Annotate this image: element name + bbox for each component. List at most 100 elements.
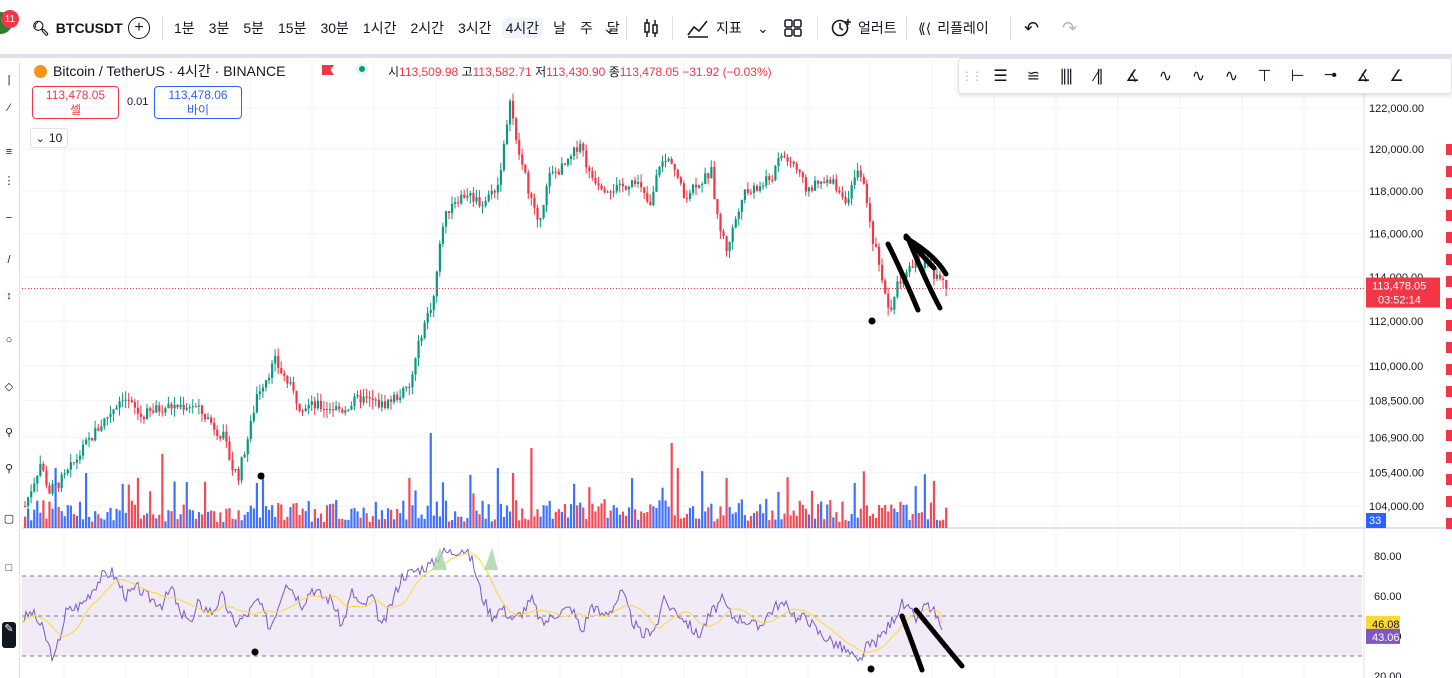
indicators-button[interactable]: 지표 [686,14,742,42]
candle-body [69,462,72,470]
volume-bar [435,501,438,528]
symbol-search[interactable]: 🔍︎ BTCUSDT [32,14,123,42]
horizontal-lines-icon[interactable]: ☰ [993,68,1007,85]
candle-body [24,506,27,507]
elliott-wave-icon[interactable]: ∿ [1158,68,1172,85]
volume-bar [804,508,807,528]
indicators-dropdown[interactable]: ⌄ [757,14,769,42]
interval-option[interactable]: 3시간 [458,20,492,36]
settings-icon[interactable]: □ [5,562,13,574]
price-range-icon[interactable]: ⊤ [1257,68,1272,85]
object-tree-icon[interactable]: ✎ [2,622,16,648]
volume-length-select[interactable]: ⌄ 10 [30,128,68,148]
date-range-icon[interactable]: ⊢ [1290,68,1305,85]
chart-legend[interactable]: Bitcoin / TetherUS · 4시간 · BINANCE [34,62,285,80]
undo-icon[interactable]: ↶ [1024,17,1040,38]
price-axis-label: 112,000.00 [1369,316,1423,328]
bar-type-icon [644,19,658,37]
measure-icon[interactable]: ↕ [6,290,12,302]
xabcd-pattern-icon[interactable]: ∿ [1224,68,1238,85]
interval-option[interactable]: 15분 [278,20,307,36]
volume-bar [127,484,130,528]
pitchfork-icon[interactable]: ∥∥ [1059,68,1074,85]
trend-line-icon[interactable]: ⁄ [8,102,10,114]
sell-price: 113,478.05 [45,87,106,102]
volume-bar [103,519,106,528]
redo-icon[interactable]: ↷ [1062,17,1078,38]
abcd-pattern-icon[interactable]: ∿ [1191,68,1205,85]
volume-bar [545,505,548,528]
interval-option[interactable]: 30분 [320,20,349,36]
interval-option[interactable]: 4시간 [501,18,544,38]
zoom-icon[interactable]: ○ [5,334,13,346]
interval-option[interactable]: 2시간 [410,20,445,36]
volume-bar [945,507,948,528]
close-value: 113,478.05 [619,65,679,79]
volume-bar [124,512,127,528]
lock-icon[interactable]: ⚲ [4,427,14,439]
candle-body [777,157,780,167]
candle-body [817,180,820,184]
layout-button[interactable] [783,14,803,42]
candle-body [441,226,445,244]
candle-body [78,455,82,460]
trash-icon[interactable]: ▢ [3,513,15,525]
candle-body [66,469,69,474]
candle-body [225,431,228,442]
interval-option[interactable]: 3분 [208,20,230,36]
candle-body [164,408,167,413]
candle-body [527,172,530,194]
candle-body [853,177,856,186]
volume-bar [225,508,228,528]
bar-type-button[interactable] [640,14,662,42]
candle-body [627,186,631,190]
volume-bar [316,518,319,528]
fib-fan-icon[interactable]: ∡ [1125,68,1139,85]
interval-option[interactable]: 1분 [174,20,195,36]
volume-bar [60,511,63,528]
candle-body [762,185,765,187]
crosshair-icon[interactable]: | [7,74,11,86]
volume-bar [679,518,682,528]
alert-button[interactable]: 얼러트 [830,14,897,42]
schiff-pitchfork-icon[interactable]: ⁄∥ [1095,68,1104,85]
candle-body [658,166,661,176]
hide-icon[interactable]: ⚲ [4,463,14,475]
volume-bar [112,520,115,528]
parallel-channel-icon[interactable]: ≌ [1026,68,1040,85]
fib-icon[interactable]: ≡ [5,146,13,158]
flag-icon[interactable] [322,65,334,75]
interval-option[interactable]: 달 [606,20,620,36]
text-icon[interactable]: / [7,254,11,266]
candle-body [295,390,298,404]
buy-button[interactable]: 113,478.06 바이 [154,86,242,119]
divider [162,16,163,40]
interval-option[interactable]: 날 [553,20,566,36]
price-axis-label: 118,000.00 [1369,186,1423,198]
candle-body [335,406,338,411]
drag-handle-icon[interactable]: ⋮⋮ [961,69,983,83]
hand-drawn-annotations [885,233,965,673]
magnet-icon[interactable]: ◇ [4,381,14,393]
interval-option[interactable]: 1시간 [362,20,397,36]
candle-body [255,393,258,413]
interval-option[interactable]: 주 [580,20,593,36]
gann-fan-icon[interactable]: ∡ [1356,68,1370,85]
volume-bar [719,506,722,528]
volume-bar [390,509,393,528]
interval-option[interactable]: 5분 [243,20,265,36]
brush-icon[interactable]: − [5,212,13,224]
notification-badge[interactable]: 11 [1,10,19,28]
candle-body [329,409,332,411]
trend-angle-icon[interactable]: ∠ [1389,68,1403,85]
interval-dropdown-icon[interactable]: ⌄ [603,14,615,42]
last-price-tag [1366,277,1440,308]
price-chart[interactable]: 104,000.00 105,400.00 106,900.00 108,500.00… [22,62,1452,678]
add-symbol-icon[interactable]: + [128,17,150,39]
volume-bar [579,502,582,528]
ray-icon[interactable]: −• [1324,67,1337,84]
replay-button[interactable]: ⟪⟨ 리플레이 [918,14,989,42]
pattern-icon[interactable]: ⋮ [3,175,15,187]
sell-button[interactable]: 113,478.05 셀 [32,86,119,119]
